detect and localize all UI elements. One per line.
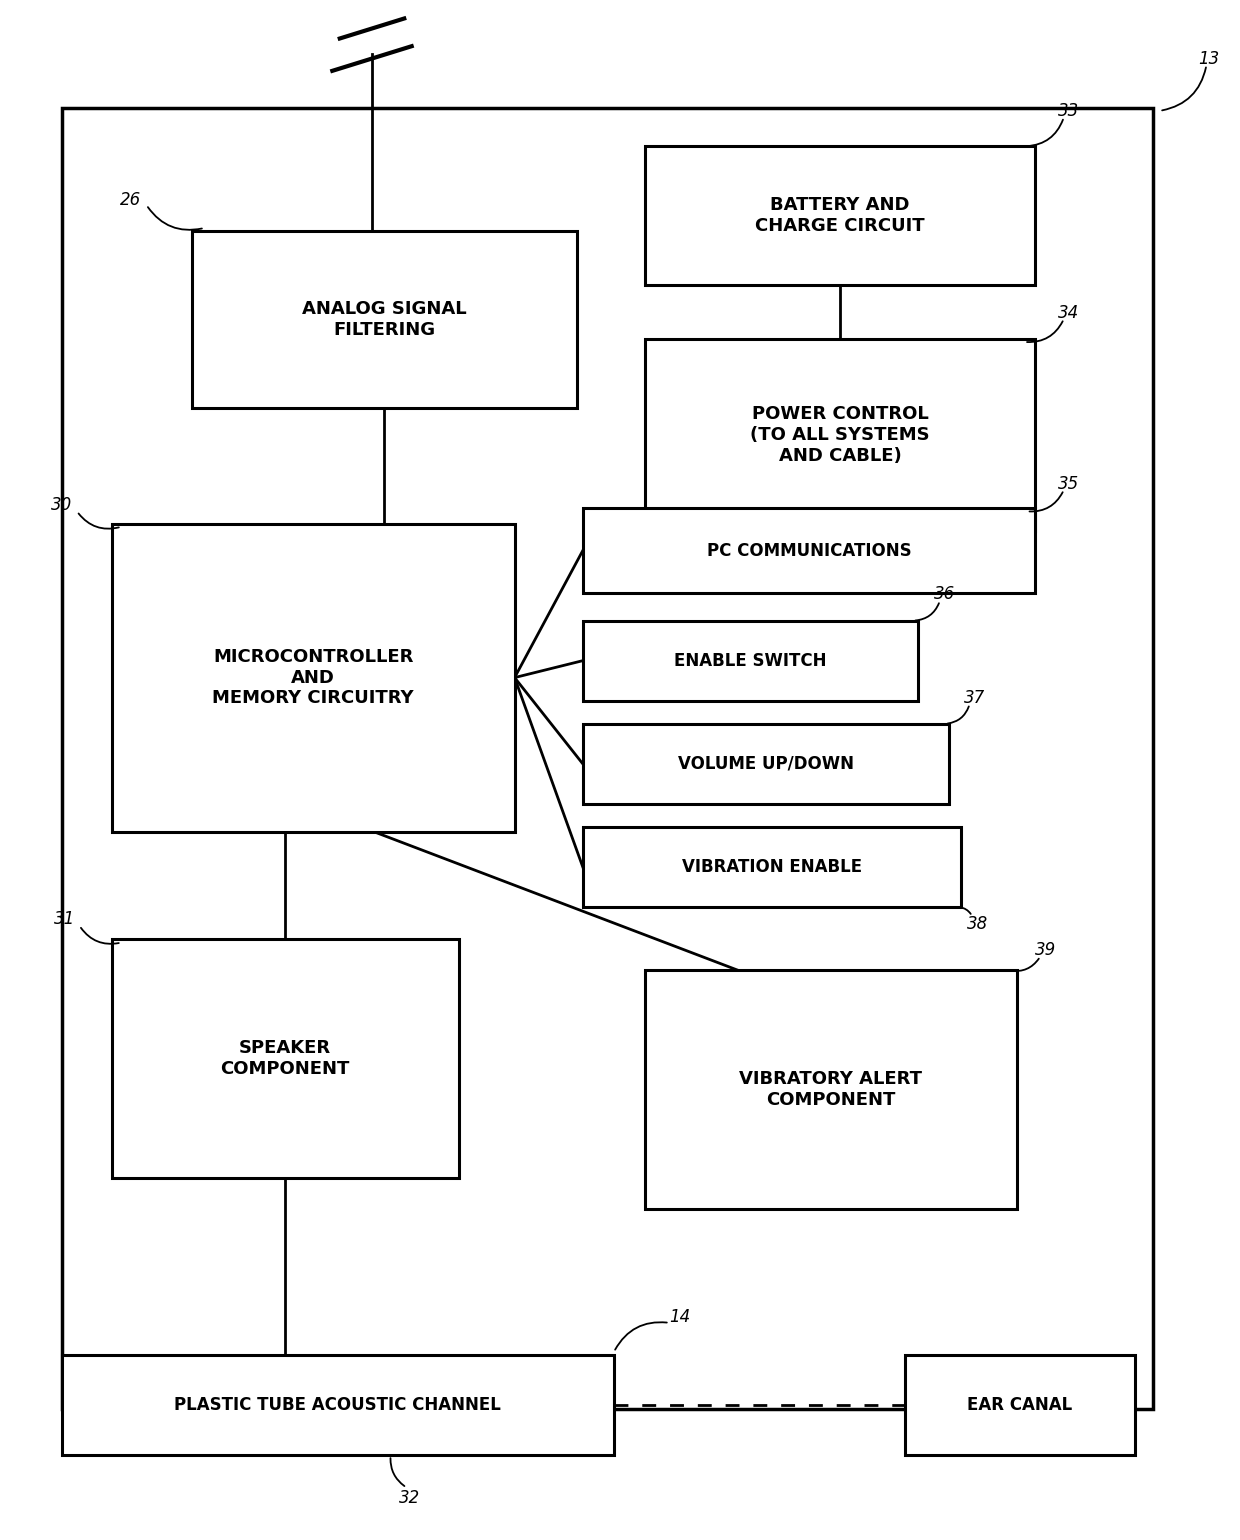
Text: 39: 39 [1034, 941, 1056, 959]
Text: 30: 30 [51, 496, 73, 514]
Text: MICROCONTROLLER
AND
MEMORY CIRCUITRY: MICROCONTROLLER AND MEMORY CIRCUITRY [212, 648, 414, 707]
Text: 35: 35 [1058, 474, 1080, 493]
Text: 32: 32 [398, 1489, 420, 1508]
Bar [112, 939, 459, 1178]
Text: BATTERY AND
CHARGE CIRCUIT: BATTERY AND CHARGE CIRCUIT [755, 196, 925, 236]
Bar [583, 621, 918, 701]
Bar [192, 231, 577, 408]
Text: 31: 31 [53, 910, 76, 929]
Text: EAR CANAL: EAR CANAL [967, 1397, 1073, 1414]
Text: 33: 33 [1058, 102, 1080, 120]
Text: 26: 26 [119, 191, 141, 209]
Bar [905, 1355, 1135, 1455]
Text: 37: 37 [963, 688, 986, 707]
Bar [645, 970, 1017, 1209]
Bar [583, 827, 961, 907]
Text: SPEAKER
COMPONENT: SPEAKER COMPONENT [221, 1040, 350, 1078]
Text: 13: 13 [1198, 49, 1220, 68]
Text: VIBRATORY ALERT
COMPONENT: VIBRATORY ALERT COMPONENT [739, 1070, 923, 1109]
Text: 14: 14 [668, 1307, 691, 1326]
Text: 34: 34 [1058, 303, 1080, 322]
Text: ANALOG SIGNAL
FILTERING: ANALOG SIGNAL FILTERING [303, 300, 466, 339]
Text: PLASTIC TUBE ACOUSTIC CHANNEL: PLASTIC TUBE ACOUSTIC CHANNEL [175, 1397, 501, 1414]
Bar [645, 339, 1035, 531]
Text: VIBRATION ENABLE: VIBRATION ENABLE [682, 858, 862, 876]
Bar [583, 724, 949, 804]
Text: 36: 36 [934, 585, 956, 604]
Text: ENABLE SWITCH: ENABLE SWITCH [675, 651, 826, 670]
Bar [583, 508, 1035, 593]
Text: VOLUME UP/DOWN: VOLUME UP/DOWN [678, 755, 853, 773]
Bar [62, 1355, 614, 1455]
Text: 38: 38 [966, 915, 988, 933]
Bar [645, 146, 1035, 285]
Bar [112, 524, 515, 832]
Bar [62, 108, 1153, 1409]
Text: POWER CONTROL
(TO ALL SYSTEMS
AND CABLE): POWER CONTROL (TO ALL SYSTEMS AND CABLE) [750, 405, 930, 465]
Text: PC COMMUNICATIONS: PC COMMUNICATIONS [707, 542, 911, 559]
